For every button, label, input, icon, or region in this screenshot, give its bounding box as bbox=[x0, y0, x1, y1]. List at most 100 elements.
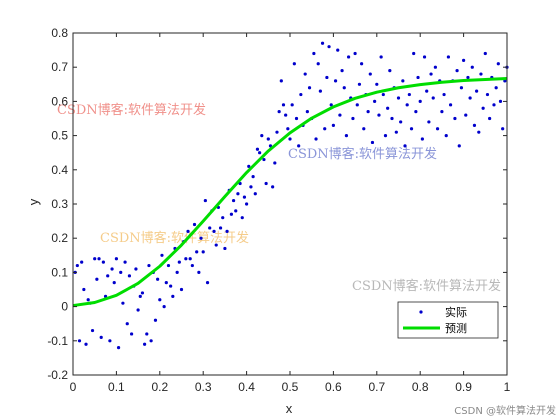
data-point bbox=[177, 260, 181, 264]
data-point bbox=[492, 103, 496, 107]
y-tick-label: -0.1 bbox=[47, 334, 68, 348]
data-point bbox=[360, 62, 364, 66]
x-tick-label: 0.8 bbox=[412, 380, 429, 394]
data-point bbox=[346, 55, 351, 59]
data-point bbox=[488, 116, 492, 121]
data-point bbox=[253, 192, 257, 196]
data-point bbox=[483, 51, 487, 56]
data-point bbox=[329, 103, 333, 107]
data-point bbox=[466, 75, 470, 80]
data-point bbox=[370, 140, 375, 145]
data-point bbox=[234, 209, 238, 213]
data-point bbox=[405, 103, 409, 107]
data-point bbox=[362, 127, 366, 131]
x-tick-label: 1 bbox=[504, 380, 511, 394]
data-point bbox=[205, 281, 210, 285]
data-point bbox=[373, 99, 377, 103]
data-point bbox=[80, 260, 84, 264]
data-point bbox=[277, 110, 281, 114]
data-point bbox=[249, 185, 253, 189]
data-point bbox=[444, 134, 448, 138]
data-point bbox=[440, 110, 444, 114]
data-point bbox=[175, 270, 179, 274]
legend-box bbox=[397, 301, 499, 339]
data-point bbox=[201, 250, 205, 254]
data-point bbox=[498, 99, 503, 103]
x-tick-label: 0 bbox=[70, 380, 77, 394]
x-tick-label: 0.1 bbox=[108, 380, 125, 394]
data-point bbox=[231, 198, 236, 203]
data-point bbox=[110, 267, 114, 271]
data-point bbox=[446, 55, 451, 59]
data-point bbox=[127, 274, 132, 278]
data-point bbox=[149, 339, 153, 343]
data-point bbox=[468, 96, 472, 100]
data-point bbox=[164, 281, 168, 285]
data-point bbox=[260, 134, 264, 138]
data-point bbox=[162, 305, 166, 309]
data-point bbox=[292, 62, 296, 66]
x-tick-label: 0.3 bbox=[195, 380, 212, 394]
data-point bbox=[377, 113, 381, 117]
data-point bbox=[143, 342, 147, 346]
data-point bbox=[407, 92, 411, 97]
data-point bbox=[212, 229, 216, 233]
data-point bbox=[320, 41, 325, 45]
data-point bbox=[171, 294, 175, 298]
legend-marker-actual bbox=[419, 310, 423, 314]
credit-text: CSDN @软件算法开发 bbox=[454, 404, 556, 417]
data-point bbox=[297, 144, 301, 148]
data-point bbox=[422, 55, 427, 59]
data-point bbox=[453, 116, 457, 121]
data-point bbox=[145, 332, 149, 336]
data-point bbox=[403, 144, 407, 148]
data-point bbox=[136, 308, 140, 312]
data-point bbox=[186, 229, 190, 233]
data-point bbox=[93, 257, 97, 261]
data-point bbox=[351, 116, 355, 121]
data-point bbox=[418, 99, 422, 103]
data-point bbox=[501, 127, 505, 131]
plot-data bbox=[72, 41, 509, 350]
data-point bbox=[236, 192, 240, 196]
data-point bbox=[305, 110, 309, 114]
data-point bbox=[286, 127, 290, 131]
data-point bbox=[279, 79, 283, 83]
data-point bbox=[307, 86, 312, 90]
data-point bbox=[336, 48, 340, 52]
data-point bbox=[294, 116, 299, 121]
data-point bbox=[153, 318, 158, 322]
data-point bbox=[357, 82, 362, 86]
data-point bbox=[416, 75, 420, 80]
data-point bbox=[138, 294, 142, 298]
y-tick-label: 0.4 bbox=[51, 163, 68, 177]
legend-label-predicted: 预测 bbox=[445, 322, 467, 335]
data-point bbox=[258, 151, 262, 155]
data-point bbox=[431, 96, 435, 100]
data-point bbox=[323, 127, 327, 131]
data-point bbox=[448, 103, 453, 107]
data-point bbox=[303, 72, 307, 76]
data-point bbox=[147, 263, 151, 268]
data-point bbox=[179, 287, 184, 292]
data-point bbox=[195, 250, 199, 254]
data-point bbox=[299, 92, 303, 97]
watermark-3: CSDN博客:软件算法开发 bbox=[100, 230, 249, 246]
data-point bbox=[344, 134, 349, 138]
data-point bbox=[262, 157, 266, 162]
data-point bbox=[134, 267, 138, 271]
x-tick-label: 0.7 bbox=[368, 380, 385, 394]
data-point bbox=[396, 96, 401, 100]
data-point bbox=[375, 82, 379, 86]
data-point bbox=[188, 257, 192, 261]
data-point bbox=[435, 127, 440, 131]
data-point bbox=[266, 137, 270, 141]
data-point bbox=[412, 51, 416, 56]
data-point bbox=[214, 243, 218, 247]
data-point bbox=[485, 92, 490, 97]
data-point bbox=[414, 110, 418, 114]
data-point bbox=[221, 216, 225, 220]
data-point bbox=[199, 236, 203, 240]
data-point bbox=[114, 257, 118, 261]
